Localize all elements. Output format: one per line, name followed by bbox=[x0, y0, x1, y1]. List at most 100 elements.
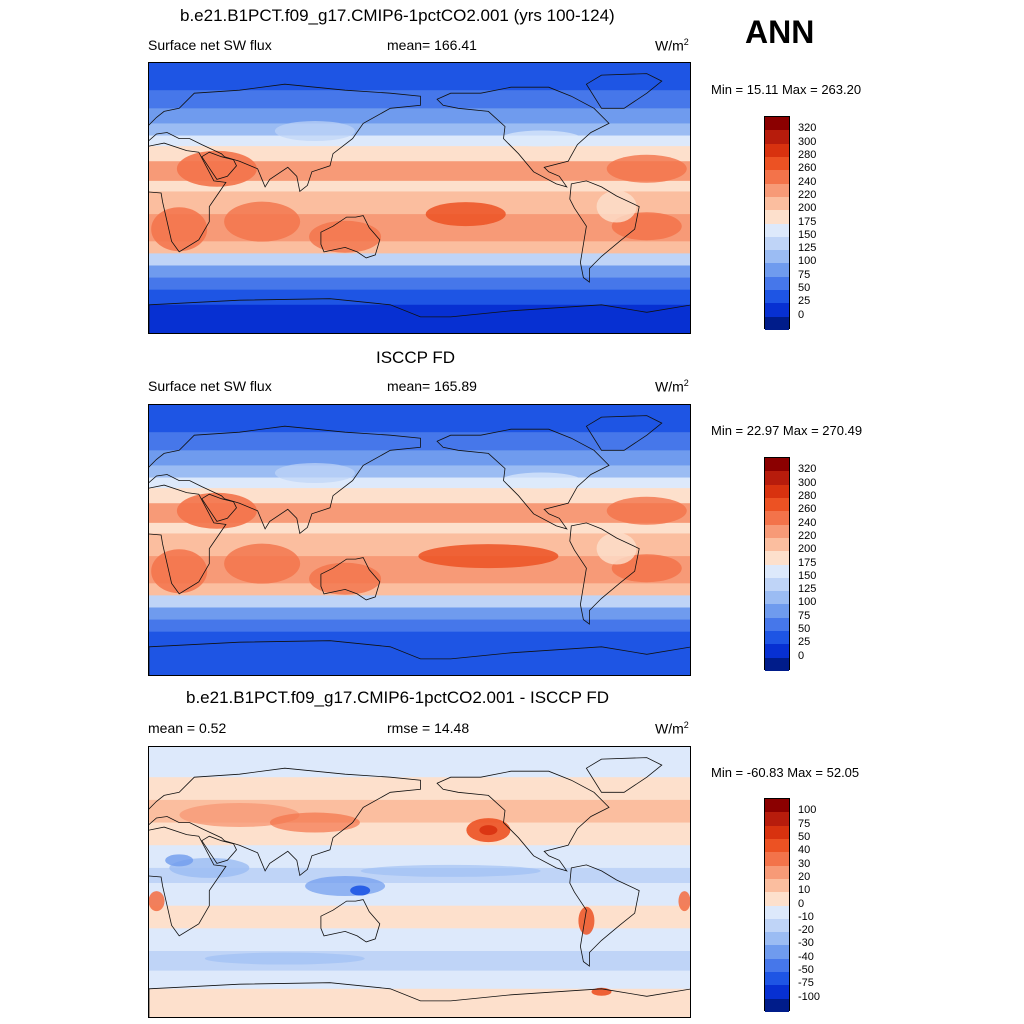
colorbar-tick-label: 125 bbox=[798, 583, 817, 596]
colorbar-swatch bbox=[765, 497, 789, 512]
colorbar-swatch bbox=[765, 631, 789, 645]
colorbar-swatch bbox=[765, 210, 789, 224]
field-contours bbox=[149, 63, 690, 333]
colorbar-tick-label: 150 bbox=[798, 569, 817, 582]
model-mean-label: mean= 166.41 bbox=[387, 37, 477, 53]
obs-unit-label: W/m2 bbox=[655, 378, 689, 395]
colorbar-swatch bbox=[765, 945, 789, 959]
colorbar-swatch bbox=[765, 250, 789, 264]
colorbar-tick-label: 0 bbox=[798, 308, 805, 321]
diff-panel-title: b.e21.B1PCT.f09_g17.CMIP6-1pctCO2.001 - … bbox=[186, 688, 609, 707]
colorbar-swatch bbox=[765, 551, 789, 565]
colorbar-swatch bbox=[765, 316, 789, 330]
colorbar-tick-label: 0 bbox=[798, 649, 805, 662]
colorbar-tick-label: -100 bbox=[798, 990, 821, 1003]
colorbar-swatch bbox=[765, 998, 789, 1012]
colorbar-swatch bbox=[765, 838, 789, 853]
colorbar-tick-label: 280 bbox=[798, 148, 817, 161]
diff-rmse-label: rmse = 14.48 bbox=[387, 720, 470, 736]
diff-minmax: Min = -60.83 Max = 52.05 bbox=[711, 765, 860, 780]
colorbar-tick-label: -30 bbox=[798, 937, 814, 950]
colorbar-swatch bbox=[765, 303, 789, 317]
colorbar-swatch bbox=[765, 130, 789, 144]
colorbar-tick-label: -20 bbox=[798, 924, 814, 937]
colorbar-swatch bbox=[765, 918, 789, 933]
colorbar-tick-label: 280 bbox=[798, 489, 817, 502]
colorbar-swatch bbox=[765, 905, 789, 919]
colorbar-tick-label: 20 bbox=[798, 870, 811, 883]
colorbar-tick-label: 320 bbox=[798, 463, 817, 476]
colorbar-swatch bbox=[765, 577, 789, 592]
colorbar-tick-label: 320 bbox=[798, 122, 817, 135]
colorbar-swatch bbox=[765, 458, 789, 472]
colorbar-tick-label: 75 bbox=[798, 609, 811, 622]
colorbar-tick-label: -10 bbox=[798, 910, 814, 923]
colorbar-swatch bbox=[765, 972, 789, 986]
obs-mean-label: mean= 165.89 bbox=[387, 378, 477, 394]
diff-colorbar bbox=[764, 798, 790, 1012]
colorbar-swatch bbox=[765, 276, 789, 291]
colorbar-tick-label: 50 bbox=[798, 830, 811, 843]
colorbar-swatch bbox=[765, 591, 789, 605]
colorbar-tick-label: 220 bbox=[798, 188, 817, 201]
colorbar-tick-label: 175 bbox=[798, 556, 817, 569]
colorbar-tick-label: -75 bbox=[798, 977, 814, 990]
diff-mean-label: mean = 0.52 bbox=[148, 720, 227, 736]
colorbar-tick-label: 200 bbox=[798, 543, 817, 556]
obs-map bbox=[148, 404, 691, 676]
colorbar-swatch bbox=[765, 156, 789, 171]
colorbar-swatch bbox=[765, 812, 789, 826]
colorbar-swatch bbox=[765, 865, 789, 879]
model-field-label: Surface net SW flux bbox=[148, 37, 272, 53]
colorbar-swatch bbox=[765, 183, 789, 197]
colorbar-tick-label: 0 bbox=[798, 897, 805, 910]
colorbar-swatch bbox=[765, 892, 789, 906]
colorbar-swatch bbox=[765, 484, 789, 498]
colorbar-tick-label: -50 bbox=[798, 964, 814, 977]
colorbar-swatch bbox=[765, 537, 789, 552]
colorbar-tick-label: 260 bbox=[798, 162, 817, 175]
colorbar-swatch bbox=[765, 236, 789, 251]
colorbar-tick-label: 260 bbox=[798, 503, 817, 516]
colorbar-tick-label: 125 bbox=[798, 242, 817, 255]
colorbar-swatch bbox=[765, 524, 789, 538]
colorbar-swatch bbox=[765, 223, 789, 237]
colorbar-swatch bbox=[765, 604, 789, 618]
model-colorbar bbox=[764, 116, 790, 330]
obs-colorbar bbox=[764, 457, 790, 671]
colorbar-tick-label: 100 bbox=[798, 255, 817, 268]
obs-minmax: Min = 22.97 Max = 270.49 bbox=[711, 423, 863, 438]
colorbar-swatch bbox=[765, 511, 789, 525]
colorbar-swatch bbox=[765, 958, 789, 973]
colorbar-tick-label: 240 bbox=[798, 516, 817, 529]
colorbar-swatch bbox=[765, 617, 789, 632]
colorbar-tick-label: 300 bbox=[798, 135, 817, 148]
model-minmax: Min = 15.11 Max = 263.20 bbox=[711, 82, 862, 97]
colorbar-tick-label: 100 bbox=[798, 596, 817, 609]
colorbar-swatch bbox=[765, 644, 789, 658]
colorbar-swatch bbox=[765, 143, 789, 157]
model-map bbox=[148, 62, 691, 334]
colorbar-swatch bbox=[765, 985, 789, 999]
difference-contours bbox=[149, 747, 690, 1017]
colorbar-swatch bbox=[765, 564, 789, 578]
colorbar-swatch bbox=[765, 263, 789, 277]
colorbar-tick-label: 100 bbox=[798, 804, 817, 817]
colorbar-swatch bbox=[765, 196, 789, 211]
obs-panel-title: ISCCP FD bbox=[376, 348, 456, 367]
model-unit-label: W/m2 bbox=[655, 37, 689, 54]
colorbar-tick-label: 25 bbox=[798, 295, 811, 308]
colorbar-tick-label: 200 bbox=[798, 202, 817, 215]
colorbar-swatch bbox=[765, 117, 789, 131]
diff-unit-label: W/m2 bbox=[655, 720, 689, 737]
season-label: ANN bbox=[745, 14, 815, 50]
colorbar-swatch bbox=[765, 932, 789, 946]
colorbar-tick-label: 175 bbox=[798, 215, 817, 228]
colorbar-tick-label: 300 bbox=[798, 476, 817, 489]
colorbar-tick-label: 40 bbox=[798, 844, 811, 857]
colorbar-swatch bbox=[765, 825, 789, 839]
colorbar-tick-label: 50 bbox=[798, 623, 811, 636]
colorbar-tick-label: 50 bbox=[798, 282, 811, 295]
colorbar-tick-label: 25 bbox=[798, 636, 811, 649]
colorbar-swatch bbox=[765, 852, 789, 866]
